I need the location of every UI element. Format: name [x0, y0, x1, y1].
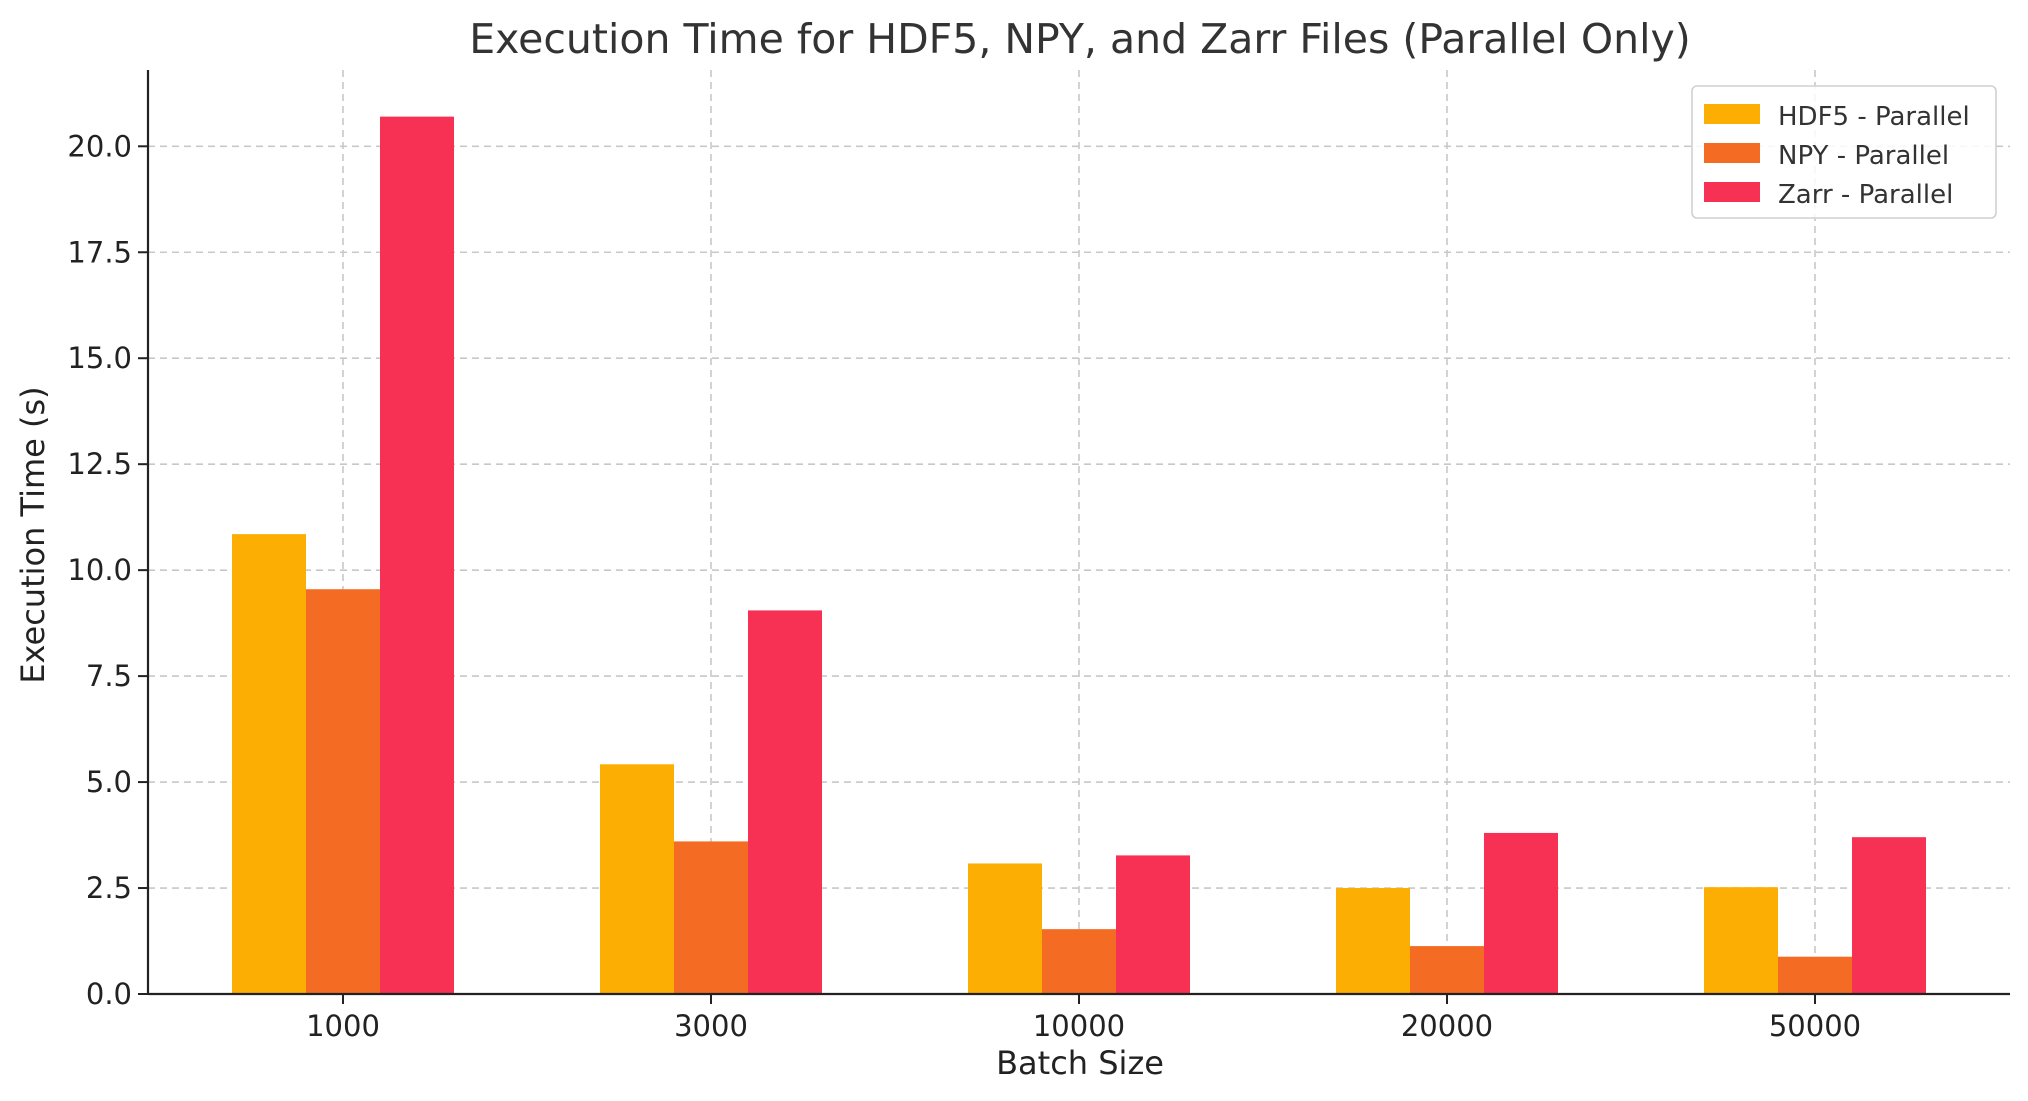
ticks: 0.0 2.5 5.0 7.5 10.0 12.5 15.0 17.5 20.0 1000 3000…	[67, 129, 1861, 1043]
x-tick-label: 50000	[1769, 1009, 1861, 1043]
y-tick-label: 15.0	[67, 341, 132, 375]
grid	[148, 70, 2010, 995]
bar-hdf5-1000	[232, 534, 306, 994]
bar-zarr-20000	[1484, 832, 1558, 994]
legend-swatch	[1704, 143, 1760, 163]
y-tick-label: 10.0	[67, 553, 132, 587]
y-tick-label: 17.5	[67, 235, 132, 269]
legend-label: Zarr - Parallel	[1778, 180, 1953, 210]
bar-npy-3000	[674, 841, 748, 994]
bar-npy-20000	[1410, 946, 1484, 994]
legend: HDF5 - Parallel NPY - Parallel Zarr - Para…	[1691, 85, 1997, 219]
legend-swatch	[1704, 104, 1760, 124]
legend-swatch	[1704, 182, 1760, 202]
bar-hdf5-50000	[1704, 887, 1778, 994]
y-tick-label: 5.0	[86, 765, 132, 799]
bar-npy-10000	[1042, 929, 1116, 994]
bar-hdf5-3000	[600, 764, 674, 994]
bar-zarr-50000	[1852, 837, 1926, 994]
x-tick-label: 10000	[1033, 1009, 1125, 1043]
bar-npy-1000	[306, 589, 380, 994]
bar-npy-50000	[1778, 956, 1852, 994]
chart-title: Execution Time for HDF5, NPY, and Zarr F…	[469, 15, 1690, 63]
y-tick-label: 7.5	[86, 659, 132, 693]
bar-zarr-1000	[380, 116, 454, 995]
legend-label: HDF5 - Parallel	[1778, 102, 1970, 132]
x-tick-label: 1000	[306, 1009, 380, 1043]
y-tick-label: 2.5	[86, 871, 132, 905]
x-axis-label: Batch Size	[996, 1044, 1164, 1082]
legend-frame	[1691, 85, 1997, 219]
bar-hdf5-10000	[968, 863, 1042, 994]
y-tick-label: 20.0	[67, 129, 132, 163]
y-tick-label: 0.0	[86, 977, 132, 1011]
bar-zarr-10000	[1116, 855, 1190, 994]
bars	[232, 116, 1926, 995]
y-tick-label: 12.5	[67, 447, 132, 481]
bar-hdf5-20000	[1336, 888, 1410, 994]
legend-label: NPY - Parallel	[1778, 141, 1949, 171]
y-axis-label: Execution Time (s)	[14, 386, 52, 683]
x-tick-label: 3000	[674, 1009, 748, 1043]
bar-zarr-3000	[748, 610, 822, 994]
x-tick-label: 20000	[1401, 1009, 1493, 1043]
